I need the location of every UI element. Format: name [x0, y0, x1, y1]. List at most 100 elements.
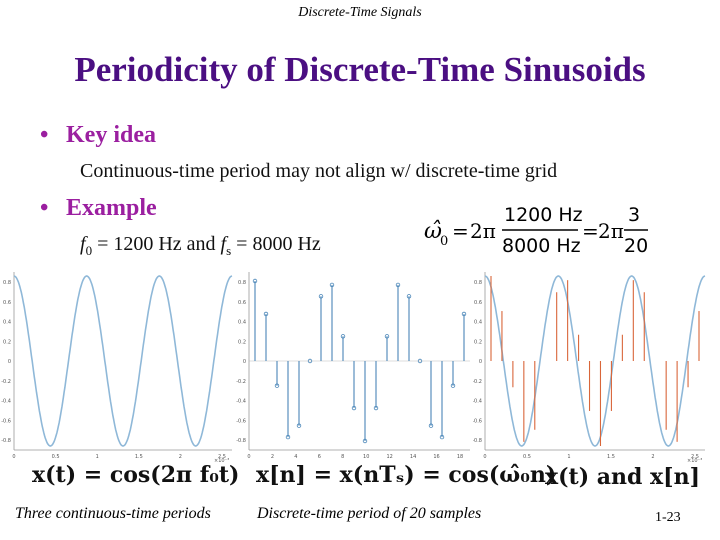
x-tick-label: 14 [410, 454, 416, 460]
y-tick-label: 0.6 [3, 300, 11, 306]
discrete-sample-marker [395, 282, 401, 288]
f0-symbol: f [80, 233, 86, 255]
x-tick-label: 4 [294, 454, 297, 460]
y-tick-label: -0.2 [236, 379, 246, 385]
discrete-sample-marker [340, 334, 346, 339]
y-tick-label: 0.8 [238, 280, 246, 286]
y-tick-label: 0 [243, 359, 246, 365]
x-tick-label: 16 [433, 454, 439, 460]
y-tick-label: -0.2 [1, 379, 11, 385]
y-tick-label: -0.4 [473, 399, 482, 405]
x-tick-label: 0 [483, 454, 486, 460]
x-tick-label: 12 [386, 454, 392, 460]
discrete-sample-marker [362, 438, 368, 444]
bullet-dot-icon: • [40, 122, 49, 148]
x-tick-label: 2 [651, 454, 654, 460]
fs-symbol: f [220, 233, 227, 255]
y-tick-label: 0 [479, 359, 482, 365]
x-tick-label: 2 [271, 454, 274, 460]
y-tick-label: -0.6 [473, 418, 482, 424]
continuous-signal-plot: 0.8 0.6 0.4 0.2 0 -0.2 -0.4 -0.6 -0.8 0 0.5 1 1.5 2 2.… [0, 268, 235, 463]
frac1-denominator: 8000 Hz [502, 235, 581, 257]
x-tick-label: 0.5 [52, 454, 60, 460]
y-tick-label: -0.2 [473, 379, 482, 385]
y-tick-label: 0.2 [3, 339, 11, 345]
example-end: = 8000 Hz [231, 233, 321, 255]
y-tick-label: 0.6 [238, 300, 246, 306]
y-tick-label: 0.4 [3, 320, 11, 326]
bullet-label: Example [66, 195, 157, 221]
discrete-sample-marker [263, 311, 269, 317]
y-tick-label: -0.8 [1, 438, 11, 444]
formula-discrete: x[n] = x(nTₛ) = cos(ω̂₀n) [256, 462, 557, 488]
y-tick-label: 0 [8, 359, 11, 365]
y-tick-label: -0.4 [236, 399, 246, 405]
y-tick-label: 0.4 [474, 320, 482, 326]
x-tick-label: 10 [363, 454, 369, 460]
x-tick-label: 1 [96, 454, 99, 460]
y-tick-label: 0.2 [474, 339, 482, 345]
discrete-sample-marker [450, 383, 456, 388]
formula-continuous: x(t) = cos(2π f₀t) [32, 462, 240, 488]
frac2-numerator: 3 [628, 204, 640, 226]
formula-combined: x(t) and x[n] [545, 464, 700, 490]
x-tick-label: 2 [179, 454, 182, 460]
discrete-sample-marker [406, 294, 412, 299]
fs-index: s [226, 243, 232, 258]
y-tick-label: -0.4 [1, 399, 11, 405]
discrete-sample-marker [318, 294, 324, 299]
omega-symbol: ω̂ [424, 219, 442, 244]
x-tick-label: 8 [341, 454, 344, 460]
x-axis-exponent: ×10⁻³ [214, 458, 229, 463]
discrete-sample-marker [329, 282, 335, 288]
discrete-sample-marker [351, 405, 357, 411]
bullet-example: • Example [40, 195, 157, 222]
equals-2: = [582, 219, 599, 243]
x-tick-label: 0 [247, 454, 250, 460]
x-axis-exponent: ×10⁻³ [687, 458, 702, 463]
discrete-sample-marker [252, 278, 258, 284]
y-tick-label: 0.8 [474, 280, 482, 286]
y-tick-label: -0.6 [236, 418, 246, 424]
two-pi-2: 2π [598, 219, 624, 243]
discrete-sample-marker [439, 434, 445, 440]
discrete-sample-marker [384, 334, 390, 339]
omega-index: 0 [440, 234, 448, 249]
discrete-sample-marker [274, 383, 280, 388]
bullet-dot-icon: • [40, 195, 49, 221]
discrete-signal-plot: 0.8 0.6 0.4 0.2 0 -0.2 -0.4 -0.6 -0.8 0 2 4 6 8 10 12 14… [235, 268, 473, 463]
omega-equation: ω̂ 0 = 2π 1200 Hz 8000 Hz = 2π 3 20 [424, 204, 648, 257]
y-tick-label: -0.8 [236, 438, 246, 444]
x-tick-label: 2.5 [218, 454, 226, 460]
y-tick-label: 0.6 [474, 300, 482, 306]
f0-index: 0 [85, 243, 93, 258]
bullet-key-idea-text: Continuous-time period may not align w/ … [80, 160, 558, 182]
example-mid: = 1200 Hz and [92, 233, 221, 255]
x-tick-label: 0 [12, 454, 15, 460]
x-tick-label: 18 [457, 454, 463, 460]
x-tick-label: 1 [567, 454, 570, 460]
slide-title: Periodicity of Discrete-Time Sinusoids [74, 50, 646, 89]
x-tick-label: 2.5 [691, 454, 699, 460]
y-tick-label: -0.6 [1, 418, 11, 424]
bullet-example-text: f0 = 1200 Hz and fs = 8000 Hz [80, 233, 321, 259]
header-text: Discrete-Time Signals [298, 5, 422, 20]
discrete-sample-marker [417, 358, 423, 364]
combined-signal-plot: 0.8 0.6 0.4 0.2 0 -0.2 -0.4 -0.6 -0.8 0 0.5 1 1.5 2 2.… [473, 268, 709, 463]
y-tick-label: 0.4 [238, 320, 246, 326]
continuous-cosine-curve [484, 275, 706, 447]
caption-continuous: Three continuous-time periods [15, 505, 211, 522]
discrete-sample-marker [296, 423, 302, 428]
x-tick-label: 6 [318, 454, 321, 460]
x-tick-label: 1.5 [607, 454, 615, 460]
page-number: 1-23 [655, 510, 681, 525]
y-tick-label: 0.8 [3, 280, 11, 286]
discrete-sample-marker [461, 311, 467, 317]
frac2-denominator: 20 [624, 235, 648, 257]
discrete-sample-marker [373, 405, 379, 411]
discrete-sample-marker [428, 423, 434, 428]
x-tick-label: 0.5 [523, 454, 531, 460]
y-tick-label: 0.2 [238, 339, 246, 345]
continuous-cosine-curve [13, 275, 233, 447]
two-pi-1: 2π [470, 219, 496, 243]
